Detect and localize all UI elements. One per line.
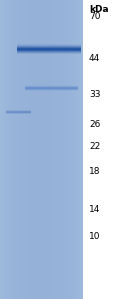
- Text: 33: 33: [89, 90, 100, 99]
- Text: 10: 10: [89, 232, 100, 241]
- Text: 26: 26: [89, 120, 100, 129]
- Text: 70: 70: [89, 12, 100, 21]
- Text: 44: 44: [89, 54, 100, 63]
- Text: kDa: kDa: [89, 5, 109, 14]
- Text: 14: 14: [89, 205, 100, 214]
- Text: 22: 22: [89, 142, 100, 151]
- Text: 18: 18: [89, 167, 100, 176]
